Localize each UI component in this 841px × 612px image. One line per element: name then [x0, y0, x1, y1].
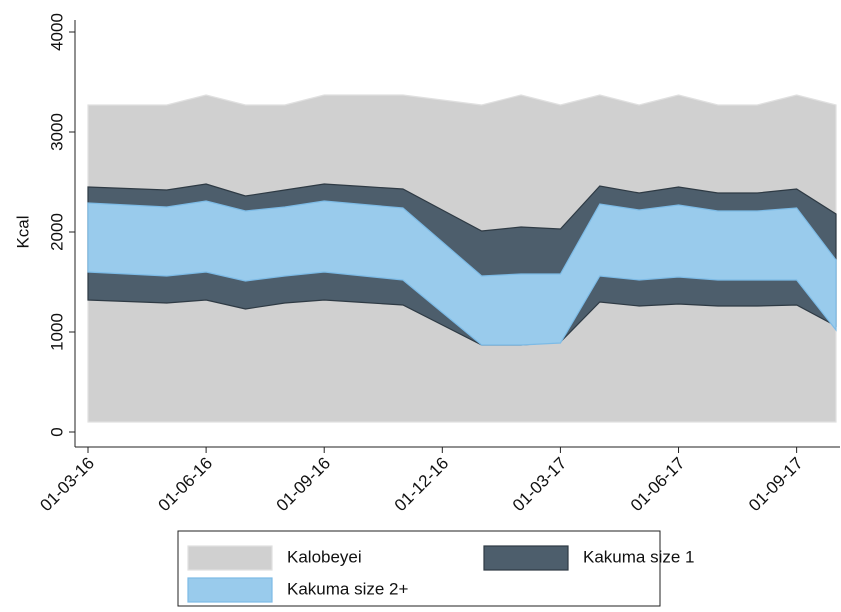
legend-label: Kakuma size 1: [583, 547, 695, 566]
y-tick-label: 2000: [47, 213, 66, 251]
range-area: [87, 200, 837, 346]
x-tick-label: 01-03-16: [36, 454, 98, 516]
y-tick-label: 1000: [47, 313, 66, 351]
y-tick-label: 0: [47, 427, 66, 436]
legend-swatch: [187, 545, 273, 571]
y-tick-label: 4000: [47, 13, 66, 51]
legend-swatch: [187, 577, 273, 603]
y-axis-label: Kcal: [13, 215, 32, 248]
x-tick-label: 01-06-17: [627, 454, 689, 516]
x-tick-label: 01-09-16: [273, 454, 335, 516]
legend-swatch: [483, 545, 569, 571]
y-tick-label: 3000: [47, 113, 66, 151]
legend-label: Kakuma size 2+: [287, 579, 408, 598]
x-tick-label: 01-12-16: [391, 454, 453, 516]
legend-label: Kalobeyei: [287, 547, 362, 566]
x-tick-label: 01-03-17: [509, 454, 571, 516]
x-tick-label: 01-06-16: [155, 454, 217, 516]
x-tick-label: 01-09-17: [745, 454, 807, 516]
